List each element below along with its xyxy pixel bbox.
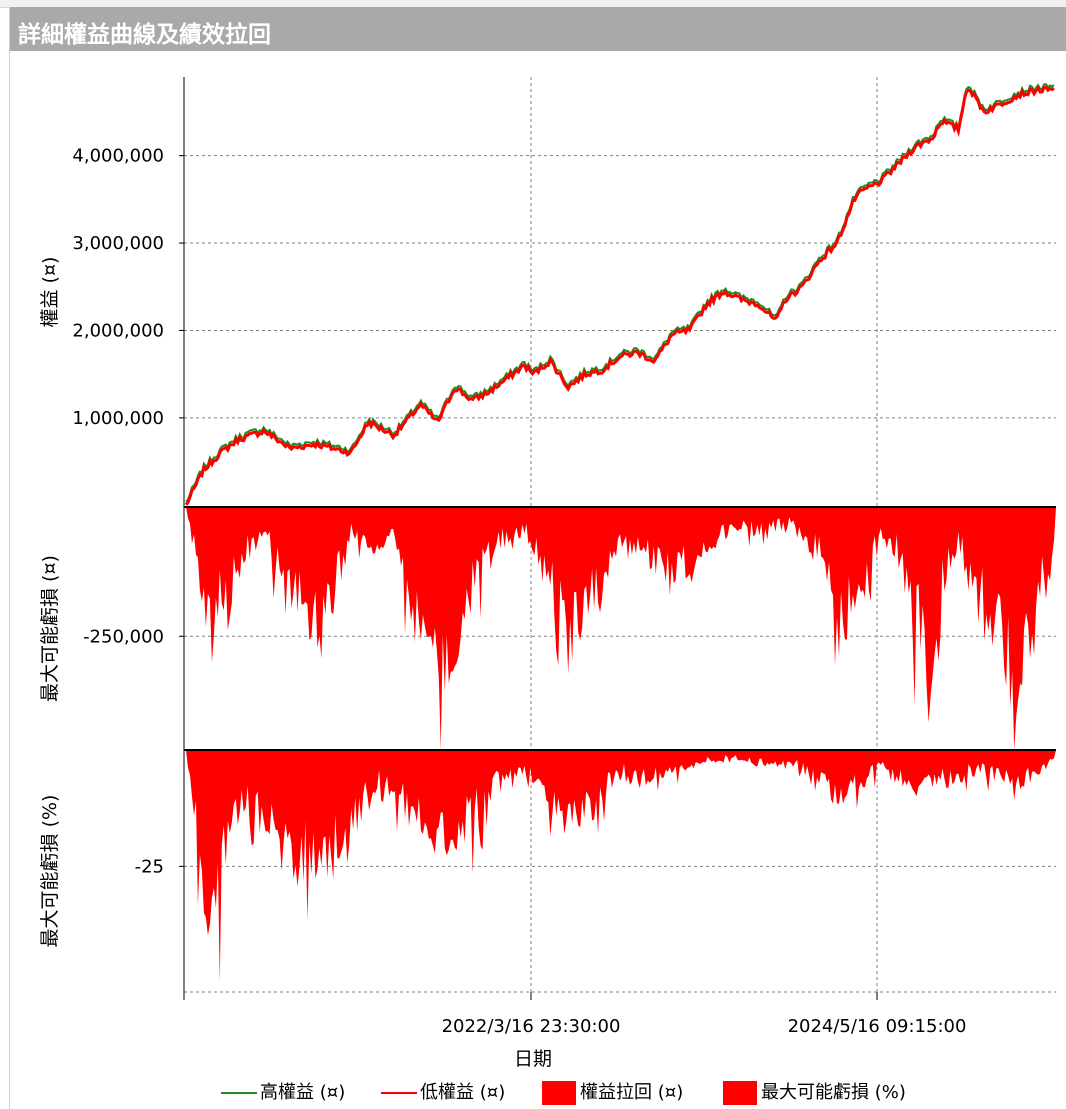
legend-fill-icon-red xyxy=(723,1081,757,1105)
panel-title-bar: 詳細權益曲線及績效拉回 xyxy=(10,7,1066,51)
y-tick-label: 3,000,000 xyxy=(72,233,164,254)
legend-item-low-equity: 低權益 (¤) xyxy=(381,1078,505,1106)
y-tick-label: -25 xyxy=(135,856,164,877)
y-tick-label: -250,000 xyxy=(83,626,164,647)
y-tick-label: 2,000,000 xyxy=(72,320,164,341)
legend-fill-icon-red xyxy=(542,1081,576,1105)
x-axis-label: 日期 xyxy=(514,1048,552,1070)
low-equity-line xyxy=(184,85,1055,506)
legend-line-icon-red xyxy=(381,1092,417,1094)
y-axis-label: 最大可能虧損 (%) xyxy=(39,795,61,948)
legend-line-icon-green xyxy=(221,1092,257,1094)
equity-drawdown-area xyxy=(184,507,1056,750)
legend-label-max-drawdown-pct: 最大可能虧損 (%) xyxy=(761,1082,906,1103)
legend-label-high-equity: 高權益 (¤) xyxy=(260,1082,346,1103)
max-drawdown-pct-area xyxy=(184,750,1056,982)
panel-title: 詳細權益曲線及績效拉回 xyxy=(18,22,271,48)
x-tick-label: 2022/3/16 23:30:00 xyxy=(442,1016,621,1037)
legend-item-max-drawdown-pct: 最大可能虧損 (%) xyxy=(723,1078,906,1106)
legend-item-equity-drawdown: 權益拉回 (¤) xyxy=(542,1078,683,1106)
y-tick-label: 4,000,000 xyxy=(72,146,164,167)
y-tick-label: 1,000,000 xyxy=(72,408,164,429)
y-axis-label: 最大可能虧損 (¤) xyxy=(39,555,61,702)
window-left-edge xyxy=(9,7,10,1109)
legend-label-low-equity: 低權益 (¤) xyxy=(420,1082,506,1103)
y-axis-label: 權益 (¤) xyxy=(39,257,61,328)
x-tick-label: 2024/5/16 09:15:00 xyxy=(788,1016,967,1037)
legend-label-equity-drawdown: 權益拉回 (¤) xyxy=(580,1082,684,1103)
legend-item-high-equity: 高權益 (¤) xyxy=(221,1078,345,1106)
high-equity-line xyxy=(185,83,1055,503)
